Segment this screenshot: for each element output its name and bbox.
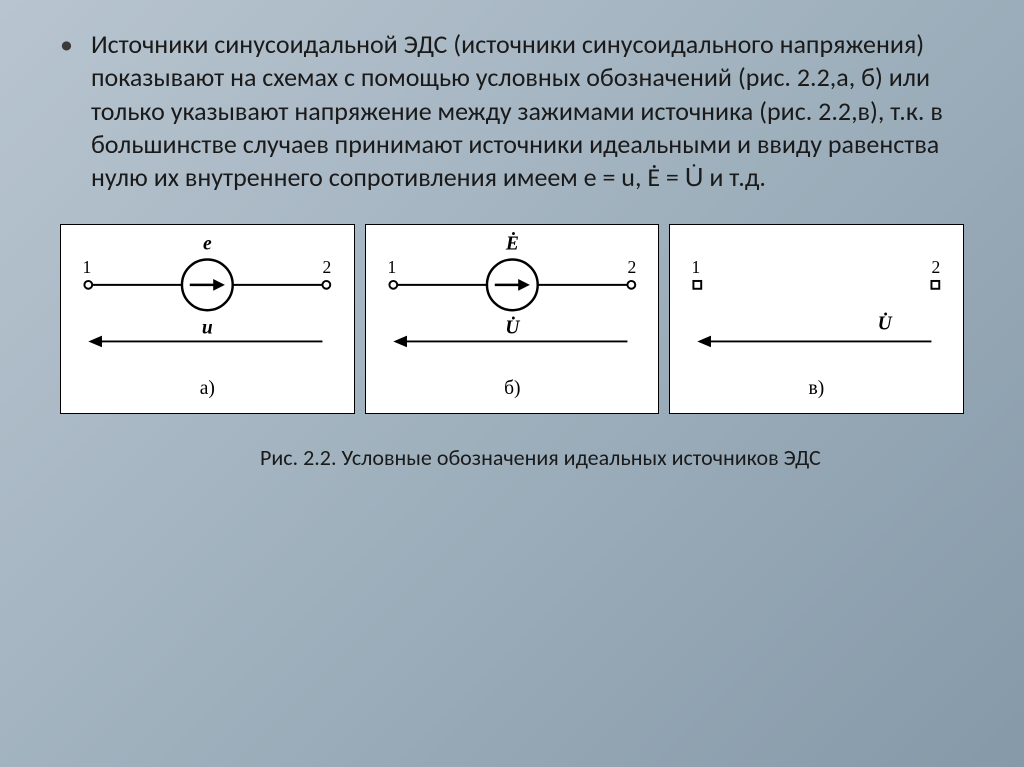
bullet-marker: •: [60, 28, 73, 62]
terminal-1-icon: [389, 281, 397, 289]
terminal-2-icon: [932, 281, 940, 289]
terminal-label-2: 2: [627, 257, 636, 277]
symbol-E-dot: Ė: [505, 233, 519, 255]
terminal-2-icon: [322, 281, 330, 289]
panel-label-a: а): [200, 378, 215, 399]
symbol-e: e: [203, 234, 212, 255]
main-paragraph: Источники синусоидальной ЭДС (источники …: [91, 28, 964, 194]
figure-panel-b: Ė 1 2 U̇ б): [365, 224, 660, 414]
symbol-u: u: [202, 318, 213, 339]
figures-row: e 1 2 u а) Ė 1 2: [60, 224, 964, 414]
panel-label-b: б): [504, 378, 520, 399]
terminal-1-icon: [694, 281, 702, 289]
terminal-1-icon: [84, 281, 92, 289]
terminal-label-2: 2: [932, 257, 941, 277]
terminal-label-1: 1: [692, 257, 701, 277]
figure-caption: Рис. 2.2. Условные обозначения идеальных…: [260, 444, 964, 473]
voltage-arrow-head-icon: [393, 336, 407, 348]
terminal-2-icon: [627, 281, 635, 289]
terminal-label-2: 2: [322, 257, 331, 277]
symbol-U-dot: U̇: [878, 313, 893, 335]
terminal-label-1: 1: [387, 257, 396, 277]
figure-panel-a: e 1 2 u а): [60, 224, 355, 414]
bullet-paragraph: • Источники синусоидальной ЭДС (источник…: [60, 28, 964, 194]
voltage-arrow-head-icon: [88, 336, 102, 348]
panel-label-c: в): [809, 378, 825, 399]
voltage-arrow-head-icon: [698, 336, 712, 348]
terminal-label-1: 1: [82, 257, 91, 277]
symbol-U-dot: U̇: [505, 317, 520, 339]
figure-panel-c: 1 2 U̇ в): [669, 224, 964, 414]
